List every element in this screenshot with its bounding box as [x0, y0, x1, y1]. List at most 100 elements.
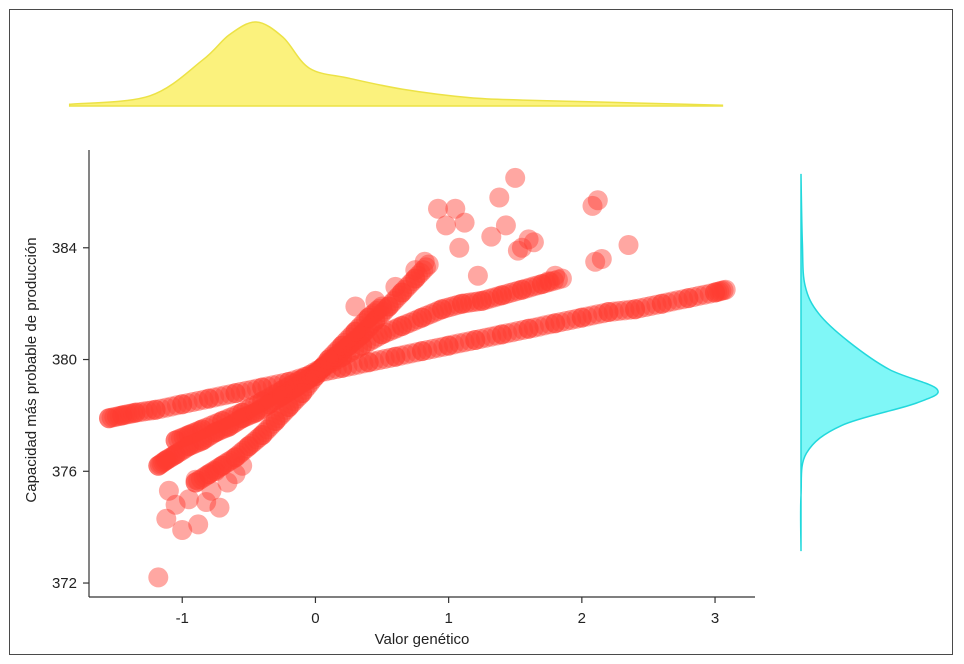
band-point — [252, 391, 273, 412]
band-point — [154, 451, 175, 472]
band-point — [440, 297, 460, 317]
band-point — [433, 336, 454, 357]
data-point — [531, 274, 552, 295]
data-point — [165, 444, 186, 465]
data-point — [172, 394, 193, 415]
band-point — [475, 289, 496, 310]
band-point — [683, 287, 704, 307]
band-point — [228, 445, 249, 466]
x-tick-label: 1 — [444, 610, 452, 627]
data-point — [165, 494, 186, 515]
band-point — [204, 460, 225, 481]
data-point — [217, 472, 238, 493]
data-point — [125, 402, 146, 423]
band-point — [444, 334, 464, 355]
band-point — [188, 390, 209, 411]
band-point — [356, 333, 377, 354]
data-point — [507, 240, 528, 261]
band-point — [413, 260, 434, 281]
data-point — [365, 290, 386, 311]
data-point — [352, 335, 373, 356]
band-point — [619, 299, 640, 320]
band-point — [713, 280, 734, 301]
band-point — [358, 307, 379, 328]
data-point — [272, 385, 293, 406]
band-point — [667, 290, 688, 311]
band-point — [120, 403, 141, 424]
band-point — [614, 300, 635, 321]
band-point — [214, 385, 235, 406]
data-point — [201, 480, 222, 501]
band-point — [316, 355, 337, 376]
band-point — [312, 357, 333, 378]
band-point — [220, 407, 241, 428]
band-point — [539, 314, 560, 335]
data-point — [312, 357, 333, 378]
band-point — [491, 324, 512, 345]
data-point — [245, 402, 266, 423]
band-point — [176, 437, 197, 458]
band-point — [292, 369, 313, 390]
band-point — [273, 373, 294, 393]
band-point — [310, 362, 331, 383]
band-point — [417, 340, 438, 360]
band-point — [178, 425, 199, 445]
band-point — [109, 406, 130, 426]
data-point — [715, 279, 736, 300]
data-point — [372, 324, 392, 345]
band-point — [170, 441, 191, 462]
x-axis-title: Valor genético — [375, 631, 470, 648]
band-point — [513, 319, 534, 340]
band-point — [410, 262, 431, 283]
band-point — [316, 352, 337, 373]
band-point — [225, 383, 246, 404]
band-point — [332, 346, 353, 367]
band-point — [208, 421, 229, 442]
band-point — [277, 382, 298, 403]
band-point — [161, 396, 182, 417]
data-point — [518, 229, 539, 250]
band-point — [384, 319, 404, 340]
band-point — [416, 257, 436, 278]
band-point — [673, 289, 694, 310]
data-points — [99, 167, 736, 588]
band-point — [346, 328, 367, 349]
band-point — [217, 452, 238, 473]
band-point — [370, 304, 391, 325]
band-point — [320, 353, 341, 374]
band-point — [265, 411, 286, 431]
band-point — [151, 453, 172, 474]
x-density-curve — [68, 21, 724, 107]
band-point — [326, 341, 347, 362]
band-point — [337, 330, 358, 350]
band-point — [232, 402, 253, 423]
band-point — [547, 269, 568, 290]
data-point — [378, 296, 399, 317]
band-point — [210, 419, 231, 440]
band-point — [378, 296, 399, 317]
data-point — [481, 226, 502, 247]
band-point — [354, 321, 375, 342]
data-point — [432, 299, 452, 320]
data-point — [436, 215, 456, 236]
band-point — [380, 321, 400, 341]
band-point — [711, 280, 732, 301]
band-point — [166, 395, 187, 416]
data-point — [412, 341, 432, 362]
band-point — [238, 436, 259, 457]
band-point — [236, 380, 257, 401]
data-point — [418, 254, 439, 275]
band-point — [222, 449, 243, 469]
data-point — [523, 232, 544, 253]
band-point — [428, 337, 448, 358]
data-point — [582, 195, 603, 216]
band-point — [491, 285, 512, 306]
band-point — [294, 366, 315, 387]
band-point — [112, 405, 133, 426]
band-point — [190, 469, 211, 490]
band-point — [165, 444, 186, 465]
data-point — [185, 472, 206, 493]
band-point — [236, 400, 257, 421]
data-point — [412, 307, 432, 328]
